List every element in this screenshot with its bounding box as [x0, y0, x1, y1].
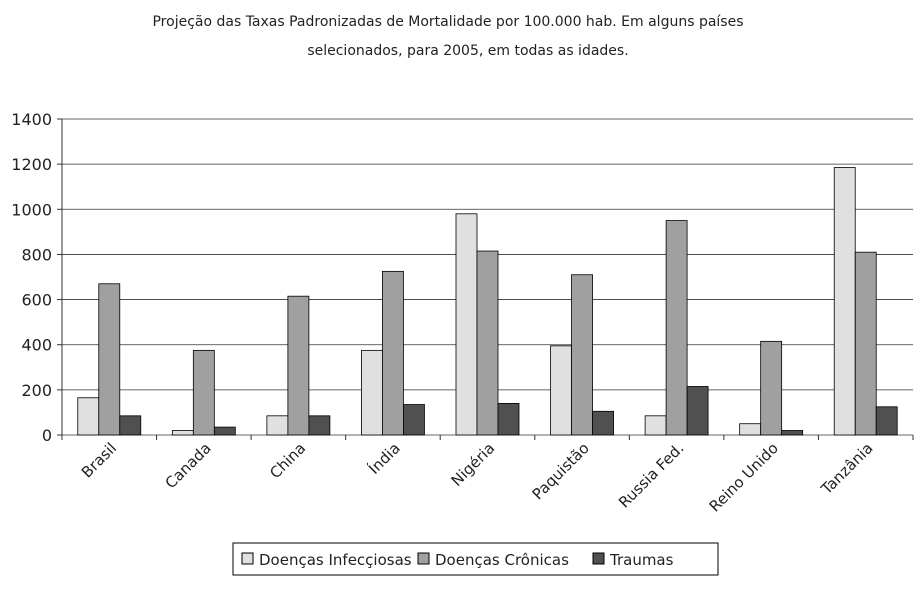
legend-swatch: [592, 552, 605, 565]
legend-label: Doenças Infecçiosas: [259, 551, 412, 569]
bar: [476, 250, 499, 436]
y-tick-label: 400: [21, 336, 52, 355]
bar: [571, 274, 593, 436]
bar: [644, 415, 667, 436]
bar: [854, 251, 877, 436]
y-tick-label: 0: [42, 426, 52, 445]
chart-title: Projeção das Taxas Padronizadas de Morta…: [152, 14, 743, 30]
y-tick-label: 600: [21, 291, 52, 310]
bar: [686, 386, 709, 436]
x-tick-label: Nigéria: [448, 439, 499, 490]
y-tick-label: 800: [21, 245, 52, 264]
legend-swatch: [241, 552, 254, 565]
bar: [361, 349, 383, 436]
x-tick-label: Brasil: [78, 439, 120, 481]
bar: [497, 402, 520, 436]
bar: [833, 167, 856, 436]
y-tick-label: 1200: [11, 155, 52, 174]
bar: [98, 283, 121, 436]
x-tick-label: Paquistão: [529, 439, 593, 503]
x-tick-label: Índia: [364, 438, 403, 477]
bar: [781, 430, 804, 436]
x-tick-label: Canada: [162, 439, 215, 492]
x-tick-label: China: [266, 439, 309, 482]
y-tick-label: 200: [21, 381, 52, 400]
y-tick-label: 1400: [11, 110, 52, 129]
bar: [760, 340, 783, 436]
bar: [403, 404, 425, 436]
bar: [287, 295, 310, 436]
bar: [266, 415, 289, 436]
chart-title: selecionados, para 2005, em todas as ida…: [307, 43, 628, 59]
legend-box: [232, 542, 719, 576]
bar: [665, 220, 688, 436]
bar: [308, 415, 331, 436]
legend-swatch: [417, 552, 430, 565]
x-tick-label: Reino Unido: [706, 439, 782, 515]
bar: [119, 415, 142, 436]
bar: [382, 270, 404, 436]
x-tick-label: Russia Fed.: [615, 439, 687, 511]
bar: [171, 430, 194, 436]
bar: [455, 213, 478, 436]
bar: [550, 345, 572, 436]
bar: [592, 410, 614, 436]
x-tick-label: Tanzânia: [817, 439, 877, 499]
bar: [213, 426, 236, 436]
bar: [77, 397, 100, 436]
legend-label: Traumas: [609, 551, 674, 569]
y-tick-label: 1000: [11, 200, 52, 219]
bar: [192, 349, 215, 436]
bar: [739, 423, 762, 436]
bar: [875, 406, 898, 436]
legend-label: Doenças Crônicas: [435, 551, 569, 569]
